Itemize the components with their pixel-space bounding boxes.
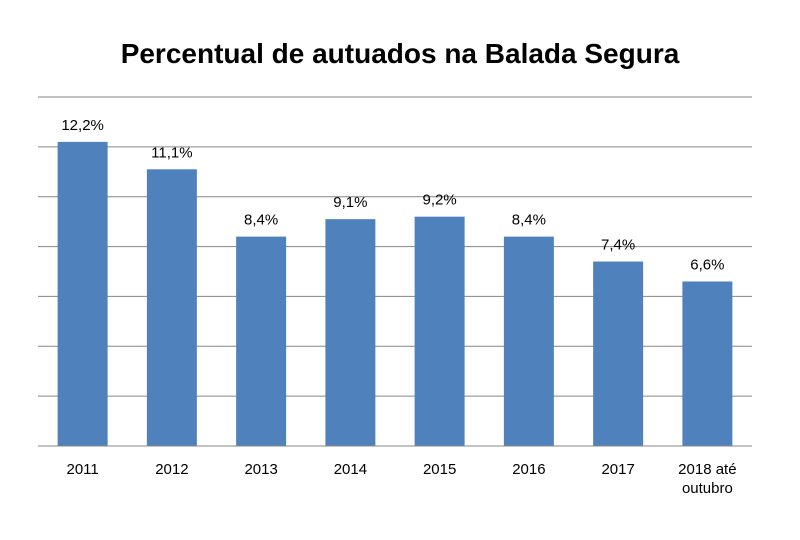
chart-title: Percentual de autuados na Balada Segura	[120, 38, 680, 69]
category-label: 2015	[423, 461, 456, 478]
data-label: 7,4%	[601, 237, 635, 254]
category-label: 2014	[334, 461, 367, 478]
bar	[236, 236, 287, 446]
bar	[414, 216, 465, 446]
category-label: outubro	[682, 480, 733, 497]
bar	[146, 169, 197, 447]
data-label: 8,4%	[512, 212, 546, 229]
category-label: 2011	[66, 461, 98, 478]
bar	[57, 141, 108, 446]
data-label: 12,2%	[61, 117, 104, 134]
bar	[593, 261, 644, 446]
bar	[682, 281, 733, 446]
bar	[325, 219, 376, 446]
data-label: 8,4%	[244, 212, 278, 229]
data-label: 9,2%	[423, 192, 457, 209]
category-label: 2013	[244, 461, 277, 478]
data-label: 11,1%	[151, 144, 192, 161]
data-label: 9,1%	[333, 194, 367, 211]
data-label: 6,6%	[690, 256, 724, 273]
category-label: 2012	[155, 461, 188, 478]
category-label: 2018 até	[678, 461, 736, 478]
category-label: 2017	[601, 461, 634, 478]
bar	[503, 236, 554, 446]
category-label: 2016	[512, 461, 545, 478]
